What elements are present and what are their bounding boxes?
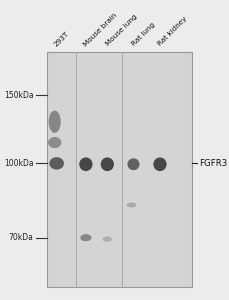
Text: 293T: 293T bbox=[53, 30, 70, 47]
Ellipse shape bbox=[103, 236, 112, 242]
Ellipse shape bbox=[49, 157, 64, 170]
Text: 100kDa: 100kDa bbox=[4, 159, 34, 168]
Ellipse shape bbox=[79, 158, 93, 171]
Ellipse shape bbox=[49, 111, 61, 133]
Text: 150kDa: 150kDa bbox=[4, 91, 34, 100]
Ellipse shape bbox=[153, 158, 167, 171]
Text: Mouse lung: Mouse lung bbox=[104, 14, 138, 47]
Text: 70kDa: 70kDa bbox=[9, 233, 34, 242]
Ellipse shape bbox=[101, 158, 114, 171]
Text: Rat kidney: Rat kidney bbox=[157, 16, 188, 47]
Text: FGFR3: FGFR3 bbox=[199, 159, 228, 168]
Bar bbox=[47, 52, 192, 287]
Ellipse shape bbox=[127, 158, 139, 170]
Text: Mouse brain: Mouse brain bbox=[82, 12, 117, 47]
Text: Rat lung: Rat lung bbox=[131, 22, 156, 47]
Ellipse shape bbox=[127, 202, 136, 207]
Ellipse shape bbox=[48, 137, 61, 148]
Ellipse shape bbox=[80, 234, 92, 241]
